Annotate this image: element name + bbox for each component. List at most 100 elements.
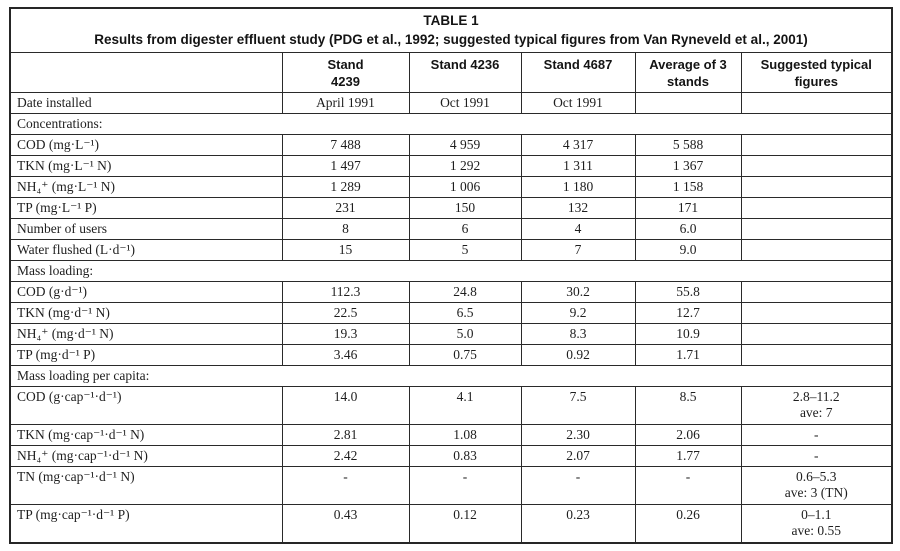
- cell-value: 10.9: [634, 323, 742, 345]
- cell-value: 0.75: [408, 344, 522, 366]
- section-label: Mass loading per capita:: [9, 365, 893, 387]
- row-label: COD (g·cap⁻¹·d⁻¹): [9, 386, 283, 425]
- cell-value: [740, 197, 893, 219]
- cell-value: 132: [520, 197, 636, 219]
- cell-value: [634, 92, 742, 114]
- cell-value: [740, 155, 893, 177]
- section-row: Concentrations:: [9, 113, 893, 135]
- cell-value: 0–1.1 ave: 0.55: [740, 504, 893, 543]
- table-row: Date installed April 1991 Oct 1991 Oct 1991: [9, 92, 893, 114]
- cell-value: 0.23: [520, 504, 636, 543]
- table-row: NH₄⁺ (mg·cap⁻¹·d⁻¹ N) 2.42 0.83 2.07 1.77-: [9, 445, 893, 467]
- cell-value: [740, 218, 893, 240]
- cell-value: 7 488: [281, 134, 410, 156]
- cell-value: 6.0: [634, 218, 742, 240]
- table-row: TN (mg·cap⁻¹·d⁻¹ N) - - - -0.6–5.3 ave: 3 (T…: [9, 466, 893, 505]
- cell-value: 0.83: [408, 445, 522, 467]
- cell-value: 12.7: [634, 302, 742, 324]
- cell-value: 1 006: [408, 176, 522, 198]
- row-label: TKN (mg·L⁻¹ N): [9, 155, 283, 177]
- table-row: TKN (mg·L⁻¹ N) 1 497 1 292 1 311 1 367: [9, 155, 893, 177]
- table-row: COD (g·cap⁻¹·d⁻¹) 14.0 4.1 7.5 8.5 2.8–11.2 a…: [9, 386, 893, 425]
- row-label: NH₄⁺ (mg·d⁻¹ N): [9, 323, 283, 345]
- cell-value: [740, 302, 893, 324]
- cell-value: 2.30: [520, 424, 636, 446]
- row-label: Number of users: [9, 218, 283, 240]
- cell-value: [740, 323, 893, 345]
- cell-value: 1 158: [634, 176, 742, 198]
- cell-value: 1 180: [520, 176, 636, 198]
- row-label: TKN (mg·cap⁻¹·d⁻¹ N): [9, 424, 283, 446]
- cell-value: 1.71: [634, 344, 742, 366]
- cell-value: April 1991: [281, 92, 410, 114]
- cell-value: 1 292: [408, 155, 522, 177]
- row-label: COD (mg·L⁻¹): [9, 134, 283, 156]
- row-label: NH₄⁺ (mg·cap⁻¹·d⁻¹ N): [9, 445, 283, 467]
- cell-value: 6.5: [408, 302, 522, 324]
- cell-value: 112.3: [281, 281, 410, 303]
- cell-value: [740, 134, 893, 156]
- cell-value: 2.81: [281, 424, 410, 446]
- cell-value: 7.5: [520, 386, 636, 425]
- row-label: TN (mg·cap⁻¹·d⁻¹ N): [9, 466, 283, 505]
- cell-value: 150: [408, 197, 522, 219]
- cell-value: 5.0: [408, 323, 522, 345]
- cell-value: 8.3: [520, 323, 636, 345]
- table-row: TP (mg·L⁻¹ P) 231 150 132 171: [9, 197, 893, 219]
- cell-value: 2.07: [520, 445, 636, 467]
- cell-value: 7: [520, 239, 636, 261]
- cell-value: 1 367: [634, 155, 742, 177]
- cell-value: [740, 239, 893, 261]
- cell-value: 55.8: [634, 281, 742, 303]
- cell-value: 4.1: [408, 386, 522, 425]
- cell-value: [740, 344, 893, 366]
- cell-value: 4: [520, 218, 636, 240]
- cell-value: 171: [634, 197, 742, 219]
- column-header: Stand 4687: [520, 52, 636, 93]
- cell-value: 5 588: [634, 134, 742, 156]
- table-row: NH₄⁺ (mg·L⁻¹ N) 1 289 1 006 1 180 1 158: [9, 176, 893, 198]
- column-header: Stand 4239: [281, 52, 410, 93]
- results-table: TABLE 1 Results from digester effluent s…: [9, 7, 893, 544]
- cell-value: 9.0: [634, 239, 742, 261]
- cell-value: 2.42: [281, 445, 410, 467]
- cell-value: 1.08: [408, 424, 522, 446]
- title-block: TABLE 1 Results from digester effluent s…: [9, 7, 893, 53]
- cell-value: 1 311: [520, 155, 636, 177]
- cell-value: 2.8–11.2 ave: 7: [740, 386, 893, 425]
- table-row: TP (mg·cap⁻¹·d⁻¹ P) 0.43 0.12 0.23 0.26 0–1.1…: [9, 504, 893, 543]
- cell-value: 22.5: [281, 302, 410, 324]
- column-header: Stand 4236: [408, 52, 522, 93]
- cell-value: 24.8: [408, 281, 522, 303]
- cell-value: -: [408, 466, 522, 505]
- cell-value: 3.46: [281, 344, 410, 366]
- section-row: Mass loading per capita:: [9, 365, 893, 387]
- cell-value: -: [740, 445, 893, 467]
- cell-value: [740, 281, 893, 303]
- row-label: Water flushed (L·d⁻¹): [9, 239, 283, 261]
- header-row: Stand 4239 Stand 4236 Stand 4687 Average of…: [9, 52, 893, 93]
- row-label: Date installed: [9, 92, 283, 114]
- cell-value: 0.6–5.3 ave: 3 (TN): [740, 466, 893, 505]
- row-label: TP (mg·L⁻¹ P): [9, 197, 283, 219]
- table-row: Number of users 8 6 4 6.0: [9, 218, 893, 240]
- cell-value: Oct 1991: [408, 92, 522, 114]
- cell-value: -: [520, 466, 636, 505]
- cell-value: 19.3: [281, 323, 410, 345]
- table-title: TABLE 1: [423, 13, 479, 28]
- cell-value: 4 317: [520, 134, 636, 156]
- cell-value: 1.77: [634, 445, 742, 467]
- cell-value: 0.12: [408, 504, 522, 543]
- table-row: COD (g·d⁻¹) 112.3 24.8 30.2 55.8: [9, 281, 893, 303]
- row-label: NH₄⁺ (mg·L⁻¹ N): [9, 176, 283, 198]
- cell-value: -: [740, 424, 893, 446]
- cell-value: 0.92: [520, 344, 636, 366]
- cell-value: -: [281, 466, 410, 505]
- row-label-column-header: [9, 52, 283, 93]
- table-row: Water flushed (L·d⁻¹) 15 5 7 9.0: [9, 239, 893, 261]
- cell-value: -: [634, 466, 742, 505]
- section-label: Mass loading:: [9, 260, 893, 282]
- row-label: TP (mg·cap⁻¹·d⁻¹ P): [9, 504, 283, 543]
- cell-value: 14.0: [281, 386, 410, 425]
